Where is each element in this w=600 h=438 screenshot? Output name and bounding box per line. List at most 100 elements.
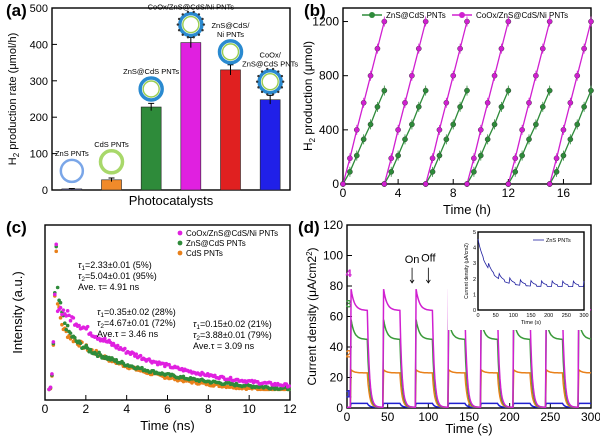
legend-label: CoOx/ZnS@CdS/Ni PNTs bbox=[476, 11, 568, 20]
legend-label: ZnS@CdS PNTs bbox=[386, 11, 446, 20]
panel-d-xtick-label: 0 bbox=[344, 410, 351, 424]
decay-point bbox=[167, 362, 171, 367]
panel-b-label: (b) bbox=[304, 1, 326, 20]
cocatalyst-dot-icon bbox=[181, 13, 184, 16]
decay-point bbox=[114, 358, 119, 362]
bar-category-label: CoOx/ bbox=[260, 51, 282, 60]
legend-marker bbox=[369, 12, 375, 18]
cocatalyst-dot-icon bbox=[177, 17, 181, 21]
inset-xtick-label: 300 bbox=[579, 313, 588, 319]
panel-c-ylabel: Intensity (a.u.) bbox=[10, 271, 25, 353]
decay-point bbox=[55, 285, 60, 290]
data-point bbox=[422, 181, 429, 187]
decay-point bbox=[58, 316, 63, 320]
inset-ytick-label: 1 bbox=[473, 292, 476, 298]
decay-point bbox=[68, 331, 73, 335]
decay-point bbox=[55, 302, 60, 306]
trace-number-label: 4 bbox=[346, 268, 353, 280]
bar-category-label: CoOx/ZnS@CdS/Ni PNTs bbox=[148, 3, 235, 12]
cocatalyst-dot-icon bbox=[197, 13, 201, 16]
cocatalyst-dot-icon bbox=[266, 67, 269, 71]
panel-d-xtick-label: 250 bbox=[540, 410, 560, 424]
cocatalyst-dot-icon bbox=[192, 10, 195, 14]
panel-a-ylabel: H2 production rate (μmol/h) bbox=[7, 33, 21, 165]
panel-b-xtick-label: 8 bbox=[450, 186, 457, 200]
photocurrent-trace bbox=[347, 402, 591, 408]
nanotube-inner-ring-icon bbox=[261, 73, 279, 91]
cocatalyst-dot-icon bbox=[257, 86, 260, 89]
decay-point bbox=[54, 249, 59, 254]
panel-d-xlabel: Time (s) bbox=[445, 421, 492, 436]
lifetime-annotation: τ1=2.33±0.01 (5%) bbox=[78, 260, 152, 272]
decay-point bbox=[54, 242, 59, 247]
decay-point bbox=[58, 300, 63, 305]
cocatalyst-dot-icon bbox=[271, 93, 275, 96]
panel-d-ylabel: Current density (μA/cm22) bbox=[305, 247, 319, 385]
inset-xtick-label: 150 bbox=[526, 313, 535, 319]
photocurrent-trace bbox=[347, 368, 592, 408]
decay-point bbox=[77, 344, 81, 348]
data-point bbox=[546, 181, 553, 187]
bar-category-label: ZnS@CdS/ bbox=[211, 21, 250, 30]
inset-ytick-label: 4 bbox=[473, 246, 476, 252]
cocatalyst-dot-icon bbox=[202, 23, 206, 26]
legend-label: CdS PNTs bbox=[186, 249, 223, 258]
panel-a-frame bbox=[51, 7, 291, 191]
inset-legend-label: ZnS PNTs bbox=[546, 238, 571, 244]
panel-a-ytick-label: 0 bbox=[42, 185, 48, 197]
decay-point bbox=[64, 314, 69, 318]
inset-background bbox=[448, 230, 590, 330]
data-point bbox=[340, 181, 346, 187]
cocatalyst-dot-icon bbox=[281, 80, 285, 83]
lifetime-annotation: τ2=4.67±0.01 (72%) bbox=[97, 318, 176, 330]
cocatalyst-dot-icon bbox=[266, 93, 269, 96]
cocatalyst-dot-icon bbox=[192, 36, 195, 39]
trace-number-label: 3 bbox=[346, 298, 352, 310]
bar-category-label: ZnS PNTs bbox=[55, 149, 89, 158]
inset-ytick-label: 3 bbox=[473, 261, 476, 267]
panel-d-xtick-label: 300 bbox=[581, 410, 600, 424]
decay-point bbox=[108, 340, 113, 345]
lifetime-annotation: Ave. τ= 4.91 ns bbox=[78, 282, 140, 292]
decay-point bbox=[287, 387, 291, 392]
panel-b-xtick-label: 12 bbox=[502, 186, 516, 200]
off-arrow-head-icon bbox=[425, 279, 431, 284]
decay-point bbox=[95, 354, 100, 359]
trace-number-label: 1 bbox=[346, 388, 352, 400]
decay-point bbox=[115, 343, 120, 348]
decay-point bbox=[67, 313, 71, 318]
panel-a-ytick-label: 200 bbox=[30, 112, 48, 124]
decay-point bbox=[97, 350, 101, 355]
decay-point bbox=[63, 321, 67, 325]
decay-point bbox=[131, 351, 136, 355]
panel-c-xtick-label: 0 bbox=[42, 402, 49, 416]
panel-c-xlabel: Time (ns) bbox=[140, 418, 194, 433]
decay-point bbox=[88, 347, 93, 352]
cocatalyst-dot-icon bbox=[186, 10, 190, 14]
data-point bbox=[464, 181, 470, 187]
panel-a-label: (a) bbox=[6, 1, 27, 20]
legend-label: CoOx/ZnS@CdS/Ni PNTs bbox=[186, 229, 278, 238]
panel-d-ytick-label: 60 bbox=[330, 310, 344, 324]
decay-point bbox=[48, 385, 53, 390]
cocatalyst-dot-icon bbox=[186, 36, 190, 39]
panel-a-ytick-label: 500 bbox=[30, 3, 48, 15]
decay-point bbox=[85, 324, 90, 329]
cocatalyst-dot-icon bbox=[181, 33, 184, 36]
panel-b-ytick-label: 0 bbox=[332, 177, 339, 191]
nanotube-inner-ring-icon bbox=[142, 80, 160, 98]
panel-d-ytick-label: 0 bbox=[336, 401, 343, 415]
off-marker-label: Off bbox=[421, 253, 436, 265]
decay-point bbox=[123, 346, 127, 351]
cocatalyst-dot-icon bbox=[280, 86, 284, 89]
decay-point bbox=[68, 318, 73, 323]
inset-xtick-label: 200 bbox=[544, 313, 553, 319]
data-point bbox=[381, 181, 388, 187]
inset-xtick-label: 100 bbox=[509, 313, 518, 319]
cocatalyst-dot-icon bbox=[197, 33, 201, 36]
inset-xlabel: Time (s) bbox=[521, 320, 541, 326]
panel-c-xtick-label: 12 bbox=[283, 402, 297, 416]
cocatalyst-dot-icon bbox=[201, 29, 204, 32]
decay-point bbox=[163, 364, 167, 369]
